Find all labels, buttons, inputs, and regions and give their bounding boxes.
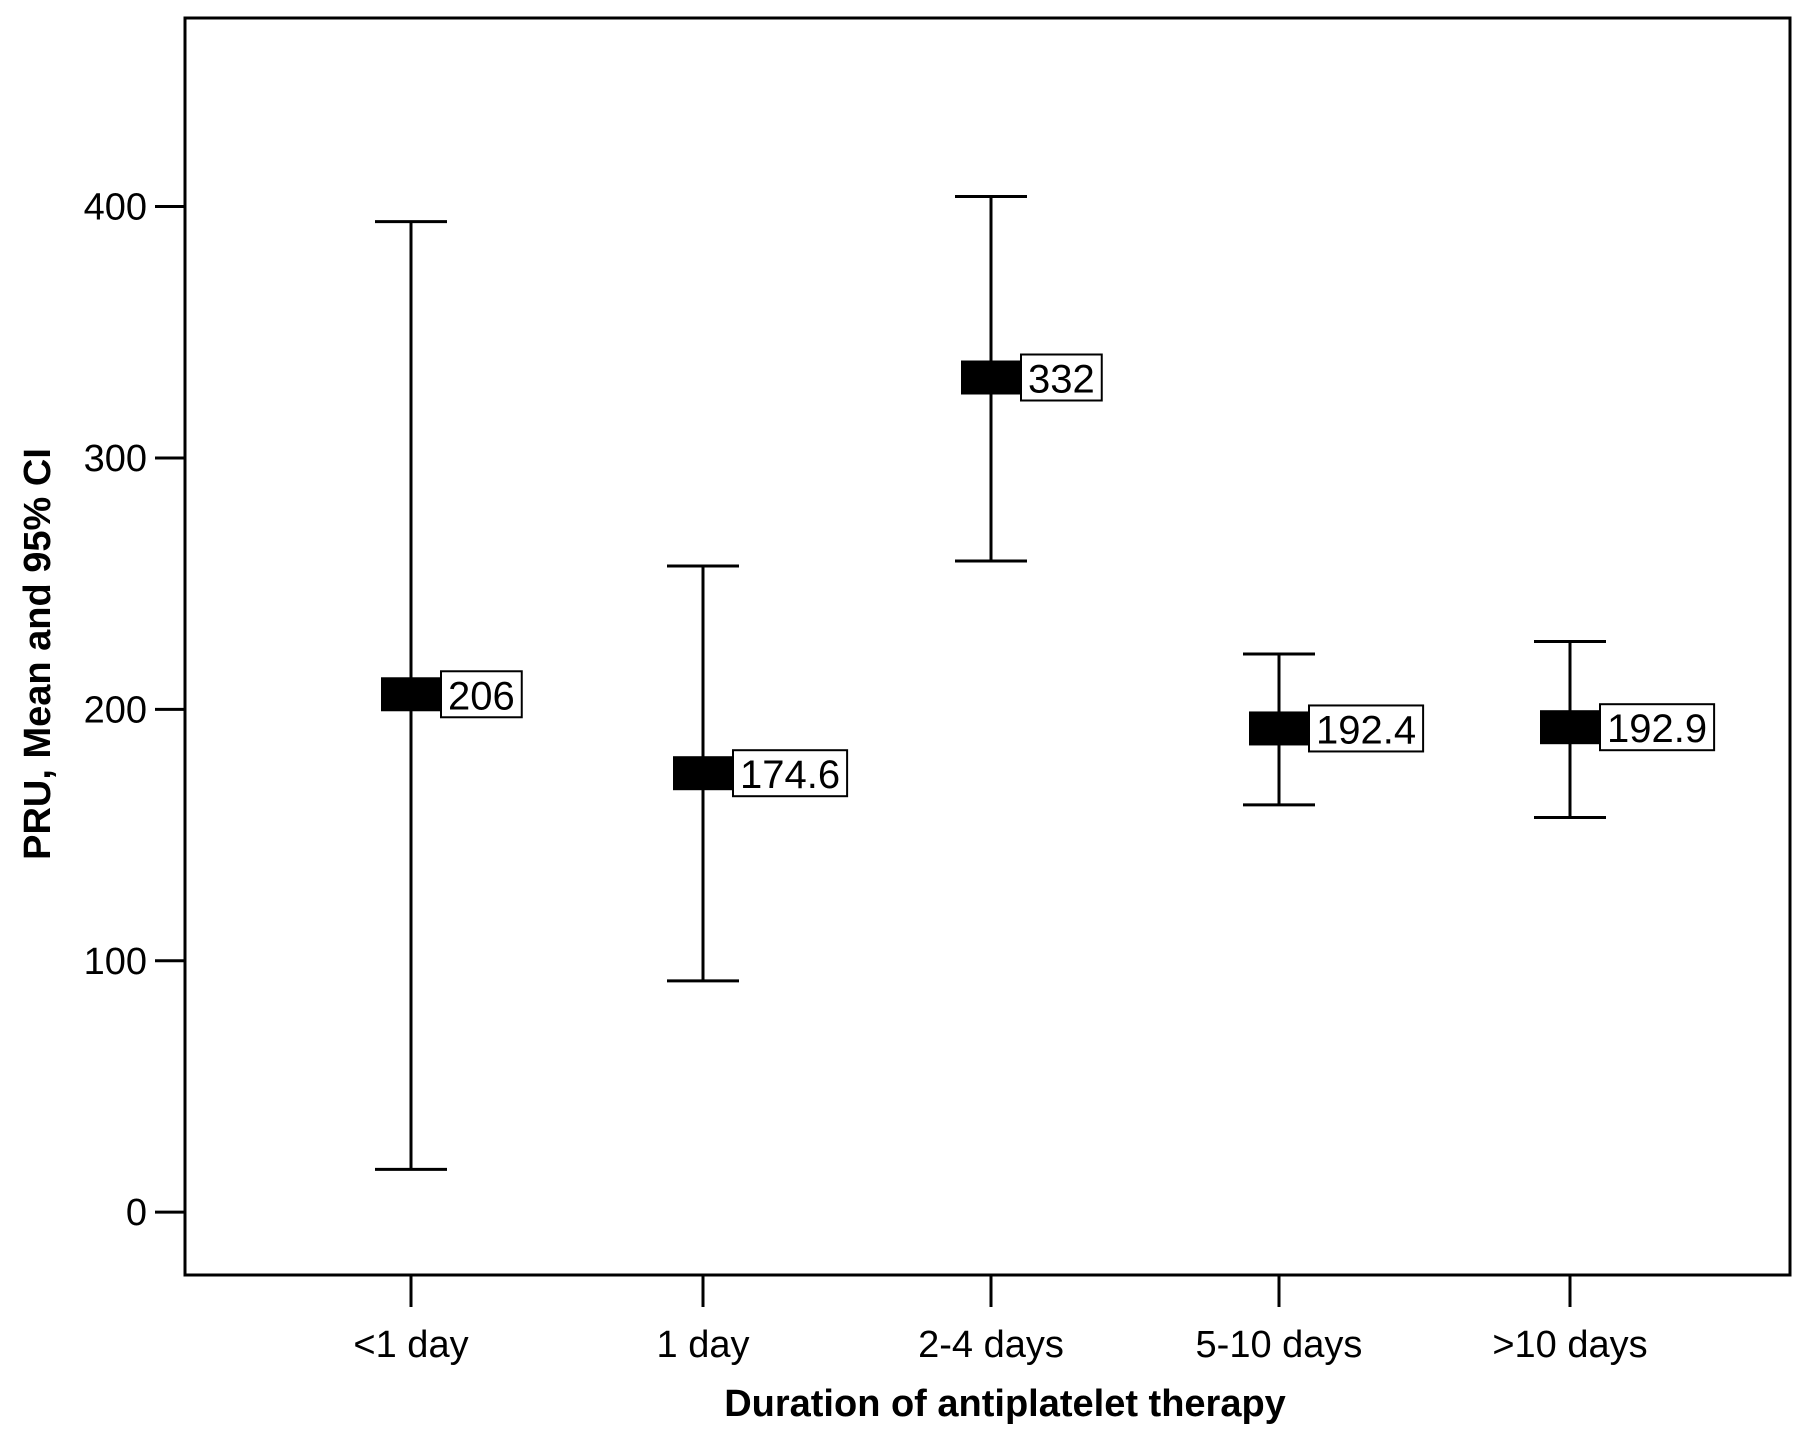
x-axis-title: Duration of antiplatelet therapy (724, 1383, 1286, 1425)
y-tick-label: 100 (84, 941, 147, 983)
mean-label-box (732, 749, 849, 798)
mean-data-label: 174.6 (740, 753, 840, 797)
x-tick-label: 5-10 days (1196, 1324, 1363, 1366)
x-tick-label: >10 days (1492, 1324, 1647, 1366)
mean-marker (961, 360, 1021, 395)
mean-data-label: 192.4 (1316, 708, 1416, 752)
y-axis: 0 100 200 300 400 (84, 187, 185, 1234)
y-tick-label: 0 (126, 1192, 147, 1234)
y-tick-label: 400 (84, 187, 147, 229)
error-bar-group: 206 (375, 220, 523, 1171)
x-tick-label: <1 day (353, 1324, 468, 1366)
mean-label-box (440, 670, 523, 719)
error-bar-group: 332 (955, 194, 1103, 563)
mean-marker (1249, 711, 1309, 746)
mean-data-label: 192.9 (1607, 707, 1707, 751)
x-axis: <1 day 1 day 2-4 days 5-10 days >10 days (353, 1275, 1648, 1366)
y-tick-label: 300 (84, 438, 147, 480)
error-bar-group: 174.6 (667, 564, 849, 983)
x-tick-label: 2-4 days (918, 1324, 1064, 1366)
error-bars: 206 174.6 332 192.4 192.9 (375, 194, 1716, 1171)
mean-data-label: 332 (1028, 358, 1095, 402)
y-axis-title: PRU, Mean and 95% CI (17, 448, 59, 860)
plot-frame (183, 16, 1792, 1277)
error-bar-group: 192.4 (1243, 652, 1425, 807)
mean-marker (1540, 710, 1600, 745)
mean-label-box (1020, 353, 1103, 402)
mean-label-box (1308, 704, 1425, 753)
y-tick-label: 200 (84, 689, 147, 731)
x-tick-label: 1 day (657, 1324, 750, 1366)
mean-label-box (1599, 703, 1716, 752)
mean-marker (673, 756, 733, 791)
error-bar-group: 192.9 (1534, 639, 1716, 819)
mean-marker (381, 677, 441, 712)
mean-data-label: 206 (448, 674, 515, 718)
